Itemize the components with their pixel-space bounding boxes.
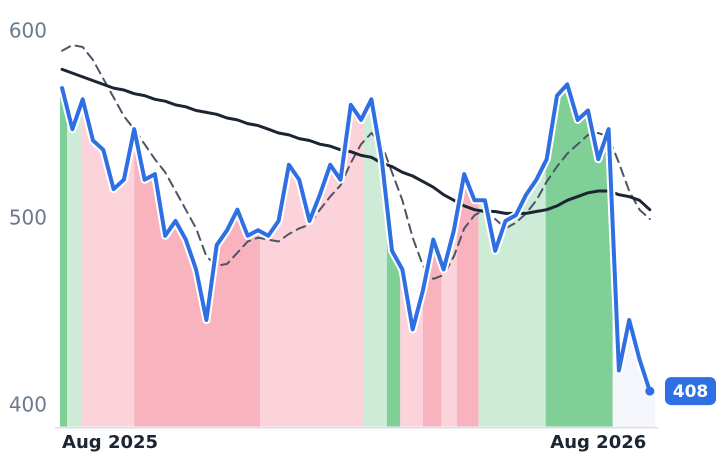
x-tick-label: Aug 2025: [62, 432, 158, 453]
signal-region: [545, 84, 613, 427]
last-point: [645, 386, 655, 396]
x-tick-label: Aug 2026: [550, 432, 646, 453]
y-tick-label: 600: [9, 18, 47, 42]
signal-region: [422, 84, 442, 427]
signal-region: [400, 84, 423, 427]
signal-region: [67, 84, 82, 427]
signal-region: [60, 84, 68, 427]
signal-region: [363, 84, 387, 427]
y-tick-label: 500: [9, 206, 47, 230]
price-line: [60, 82, 652, 394]
signal-region: [81, 84, 135, 427]
y-tick-label: 400: [9, 393, 47, 417]
moving-average: [60, 67, 652, 215]
last-value-label: 408: [673, 382, 709, 402]
regions: [60, 84, 655, 427]
last-value-badge: [665, 377, 716, 406]
